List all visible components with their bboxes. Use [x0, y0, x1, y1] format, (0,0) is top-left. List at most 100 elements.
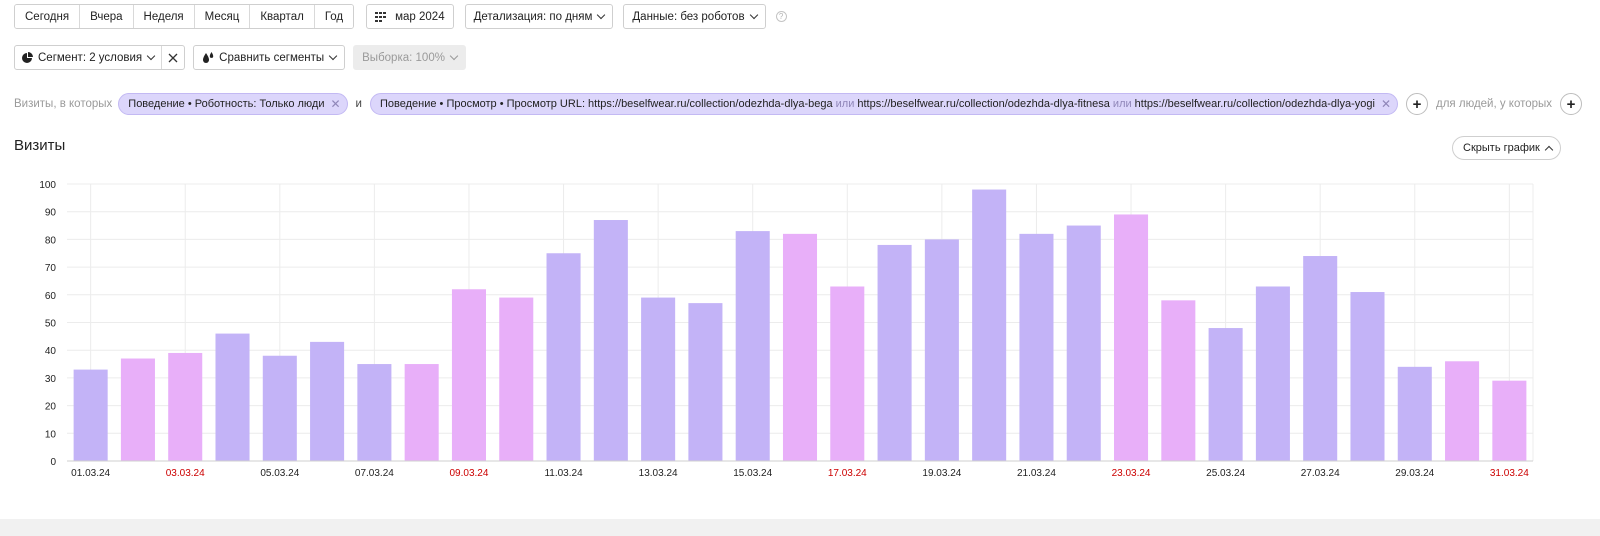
x-tick-label: 05.03.24	[260, 468, 299, 479]
x-tick-label: 09.03.24	[449, 468, 488, 479]
bar	[924, 239, 959, 461]
y-tick-label: 80	[45, 235, 57, 246]
chevron-down-icon	[328, 51, 338, 60]
close-icon[interactable]: ✕	[1380, 97, 1392, 111]
bar	[830, 286, 865, 461]
segment-clear-button[interactable]	[162, 46, 184, 69]
hide-chart-label: Скрыть график	[1463, 142, 1540, 154]
bar	[451, 289, 486, 461]
bar	[735, 231, 770, 461]
bar	[1255, 286, 1290, 461]
compare-label: Сравнить сегменты	[219, 51, 325, 64]
data-select[interactable]: Данные: без роботов	[623, 4, 766, 29]
section-title: Визиты	[14, 137, 66, 154]
close-icon	[168, 53, 178, 62]
bar	[782, 233, 818, 461]
chip-url-1: Поведение • Просмотр • Просмотр URL: htt…	[379, 98, 833, 110]
drops-icon	[203, 51, 214, 63]
chevron-down-icon	[597, 10, 606, 19]
data-label: Данные: без роботов	[632, 10, 745, 23]
y-tick-label: 20	[45, 402, 57, 413]
bar	[310, 341, 345, 461]
segment-button[interactable]: Сегмент: 2 условия	[15, 46, 163, 69]
chip-url-2: https://beselfwear.ru/collection/odezhda…	[857, 98, 1110, 110]
period-button[interactable]: Год	[314, 5, 354, 28]
segment-row: Сегмент: 2 условия Сравнить сегменты Выб…	[14, 45, 466, 70]
bar	[546, 253, 581, 461]
bar	[1492, 380, 1527, 461]
calendar-icon	[375, 11, 387, 22]
date-label: мар 2024	[395, 10, 445, 23]
bar	[499, 297, 534, 461]
period-button[interactable]: Неделя	[133, 5, 195, 28]
y-tick-label: 50	[45, 319, 57, 330]
chevron-down-icon	[146, 51, 156, 60]
condition-chip-robots[interactable]: Поведение • Роботность: Только люди ✕	[118, 93, 348, 115]
bar	[1303, 256, 1338, 461]
visits-bar-chart: 0 10 20 30 40 50 60 70 80 90 100 01.03.24 03.03.24 05…	[39, 180, 1534, 479]
y-tick-label: 40	[45, 346, 57, 357]
condition-chip-url[interactable]: Поведение • Просмотр • Просмотр URL: htt…	[369, 93, 1399, 115]
bottom-bar	[0, 519, 1600, 536]
bar	[688, 303, 723, 461]
bar	[168, 352, 203, 461]
close-icon[interactable]: ✕	[330, 97, 341, 111]
detail-label: Детализация: по дням	[473, 10, 593, 23]
y-tick-label: 10	[45, 429, 57, 440]
chevron-down-icon	[749, 10, 758, 19]
bar	[357, 364, 392, 461]
bar	[641, 297, 676, 461]
x-tick-label: 29.03.24	[1395, 468, 1434, 479]
x-tick-label: 13.03.24	[639, 468, 678, 479]
hide-chart-button[interactable]: Скрыть график	[1452, 136, 1561, 160]
help-icon[interactable]: ?	[775, 11, 787, 22]
bar	[1019, 233, 1054, 461]
chevron-up-icon	[1544, 145, 1554, 154]
chip-label: Поведение • Роботность: Только люди	[128, 98, 325, 110]
chip-url-3: https://beselfwear.ru/collection/odezhda…	[1134, 98, 1375, 110]
bar	[262, 355, 297, 461]
bar	[1066, 225, 1101, 461]
y-tick-label: 100	[39, 180, 56, 191]
sample-label: Выборка: 100%	[362, 51, 445, 64]
or-label: или	[835, 98, 855, 110]
bar	[1208, 328, 1243, 461]
x-tick-label: 21.03.24	[1017, 468, 1056, 479]
bar	[404, 364, 439, 461]
x-tick-label: 23.03.24	[1112, 468, 1151, 479]
pie-chart-icon	[22, 51, 33, 63]
x-tick-label: 01.03.24	[71, 468, 110, 479]
bar	[593, 220, 628, 461]
x-tick-label: 11.03.24	[544, 468, 583, 479]
plus-icon: +	[1566, 95, 1576, 113]
bar	[73, 369, 108, 461]
detail-select[interactable]: Детализация: по дням	[464, 4, 614, 29]
y-tick-label: 30	[45, 374, 57, 385]
y-tick-label: 60	[45, 291, 57, 302]
segment-control: Сегмент: 2 условия	[14, 45, 186, 70]
date-picker-button[interactable]: мар 2024	[366, 4, 454, 29]
segment-conditions: Визиты, в которых Поведение • Роботность…	[14, 92, 1583, 116]
sample-select[interactable]: Выборка: 100%	[353, 45, 466, 70]
add-condition-button[interactable]: +	[1406, 93, 1429, 115]
compare-segments-button[interactable]: Сравнить сегменты	[193, 45, 346, 70]
period-buttons: Сегодня Вчера Неделя Месяц Квартал Год	[14, 4, 355, 29]
bar	[1445, 361, 1480, 461]
add-people-condition-button[interactable]: +	[1560, 93, 1583, 115]
bar	[1161, 300, 1196, 461]
x-tick-label: 03.03.24	[166, 468, 205, 479]
x-tick-label: 27.03.24	[1301, 468, 1340, 479]
bar	[215, 333, 250, 461]
period-button[interactable]: Вчера	[80, 5, 134, 28]
x-tick-label: 15.03.24	[733, 468, 772, 479]
period-button[interactable]: Квартал	[250, 5, 315, 28]
and-label: и	[355, 98, 362, 110]
period-button[interactable]: Сегодня	[15, 5, 81, 28]
x-tick-label: 07.03.24	[355, 468, 394, 479]
segment-label: Сегмент: 2 условия	[38, 51, 143, 64]
plus-icon: +	[1412, 95, 1422, 113]
period-button[interactable]: Месяц	[194, 5, 251, 28]
y-tick-label: 70	[45, 263, 57, 274]
x-tick-label: 25.03.24	[1206, 468, 1245, 479]
y-tick-label: 0	[50, 457, 56, 468]
